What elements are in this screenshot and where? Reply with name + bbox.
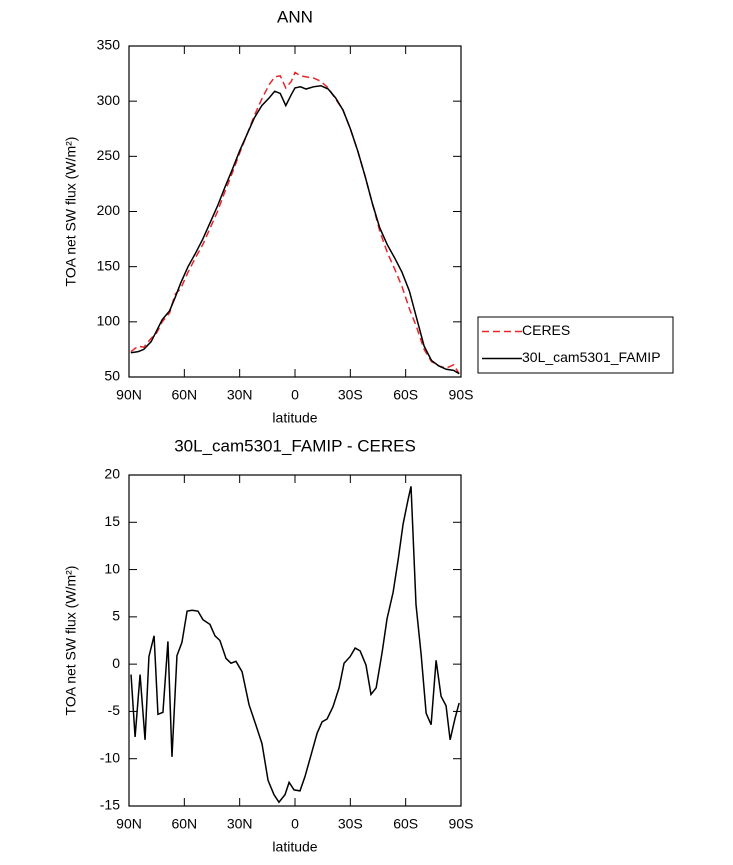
x-tick-label: 30S — [338, 816, 363, 832]
y-tick-label: 350 — [97, 37, 121, 53]
data-line — [130, 71, 460, 375]
x-axis-label: latitude — [272, 839, 317, 855]
chart-title: ANN — [277, 7, 313, 26]
x-tick-label: 60S — [393, 387, 418, 403]
y-tick-label: -5 — [108, 702, 121, 718]
x-tick-label: 30N — [227, 387, 253, 403]
data-line — [130, 486, 460, 804]
y-tick-label: -10 — [100, 749, 120, 765]
x-tick-label: 90S — [449, 387, 474, 403]
x-tick-label: 60N — [171, 387, 197, 403]
y-tick-label: 50 — [104, 368, 120, 384]
y-tick-label: 0 — [112, 655, 120, 671]
y-tick-label: 300 — [97, 92, 121, 108]
plot-frame — [128, 45, 462, 378]
legend-label: CERES — [522, 322, 570, 338]
plot-frame — [128, 474, 462, 807]
x-tick-label: 30N — [227, 816, 253, 832]
y-axis-label: TOA net SW flux (W/m²) — [63, 137, 79, 287]
x-tick-label: 60N — [171, 816, 197, 832]
legend-box — [477, 316, 674, 374]
y-axis-label: TOA net SW flux (W/m²) — [63, 566, 79, 716]
x-tick-label: 90N — [116, 816, 142, 832]
x-tick-label: 60S — [393, 816, 418, 832]
y-tick-label: 250 — [97, 147, 121, 163]
legend-label: 30L_cam5301_FAMIP — [522, 349, 661, 365]
x-axis-label: latitude — [272, 410, 317, 426]
y-tick-label: 150 — [97, 257, 121, 273]
y-tick-label: 100 — [97, 313, 121, 329]
x-tick-label: 0 — [291, 387, 299, 403]
y-tick-label: 10 — [104, 560, 120, 576]
chart-title: 30L_cam5301_FAMIP - CERES — [174, 436, 416, 455]
y-tick-label: 200 — [97, 202, 121, 218]
x-tick-label: 0 — [291, 816, 299, 832]
x-tick-label: 90N — [116, 387, 142, 403]
x-tick-label: 30S — [338, 387, 363, 403]
y-tick-label: 15 — [104, 513, 120, 529]
y-tick-label: 5 — [112, 608, 120, 624]
y-tick-label: -15 — [100, 797, 120, 813]
x-tick-label: 90S — [449, 816, 474, 832]
y-tick-label: 20 — [104, 466, 120, 482]
data-line — [130, 84, 460, 375]
